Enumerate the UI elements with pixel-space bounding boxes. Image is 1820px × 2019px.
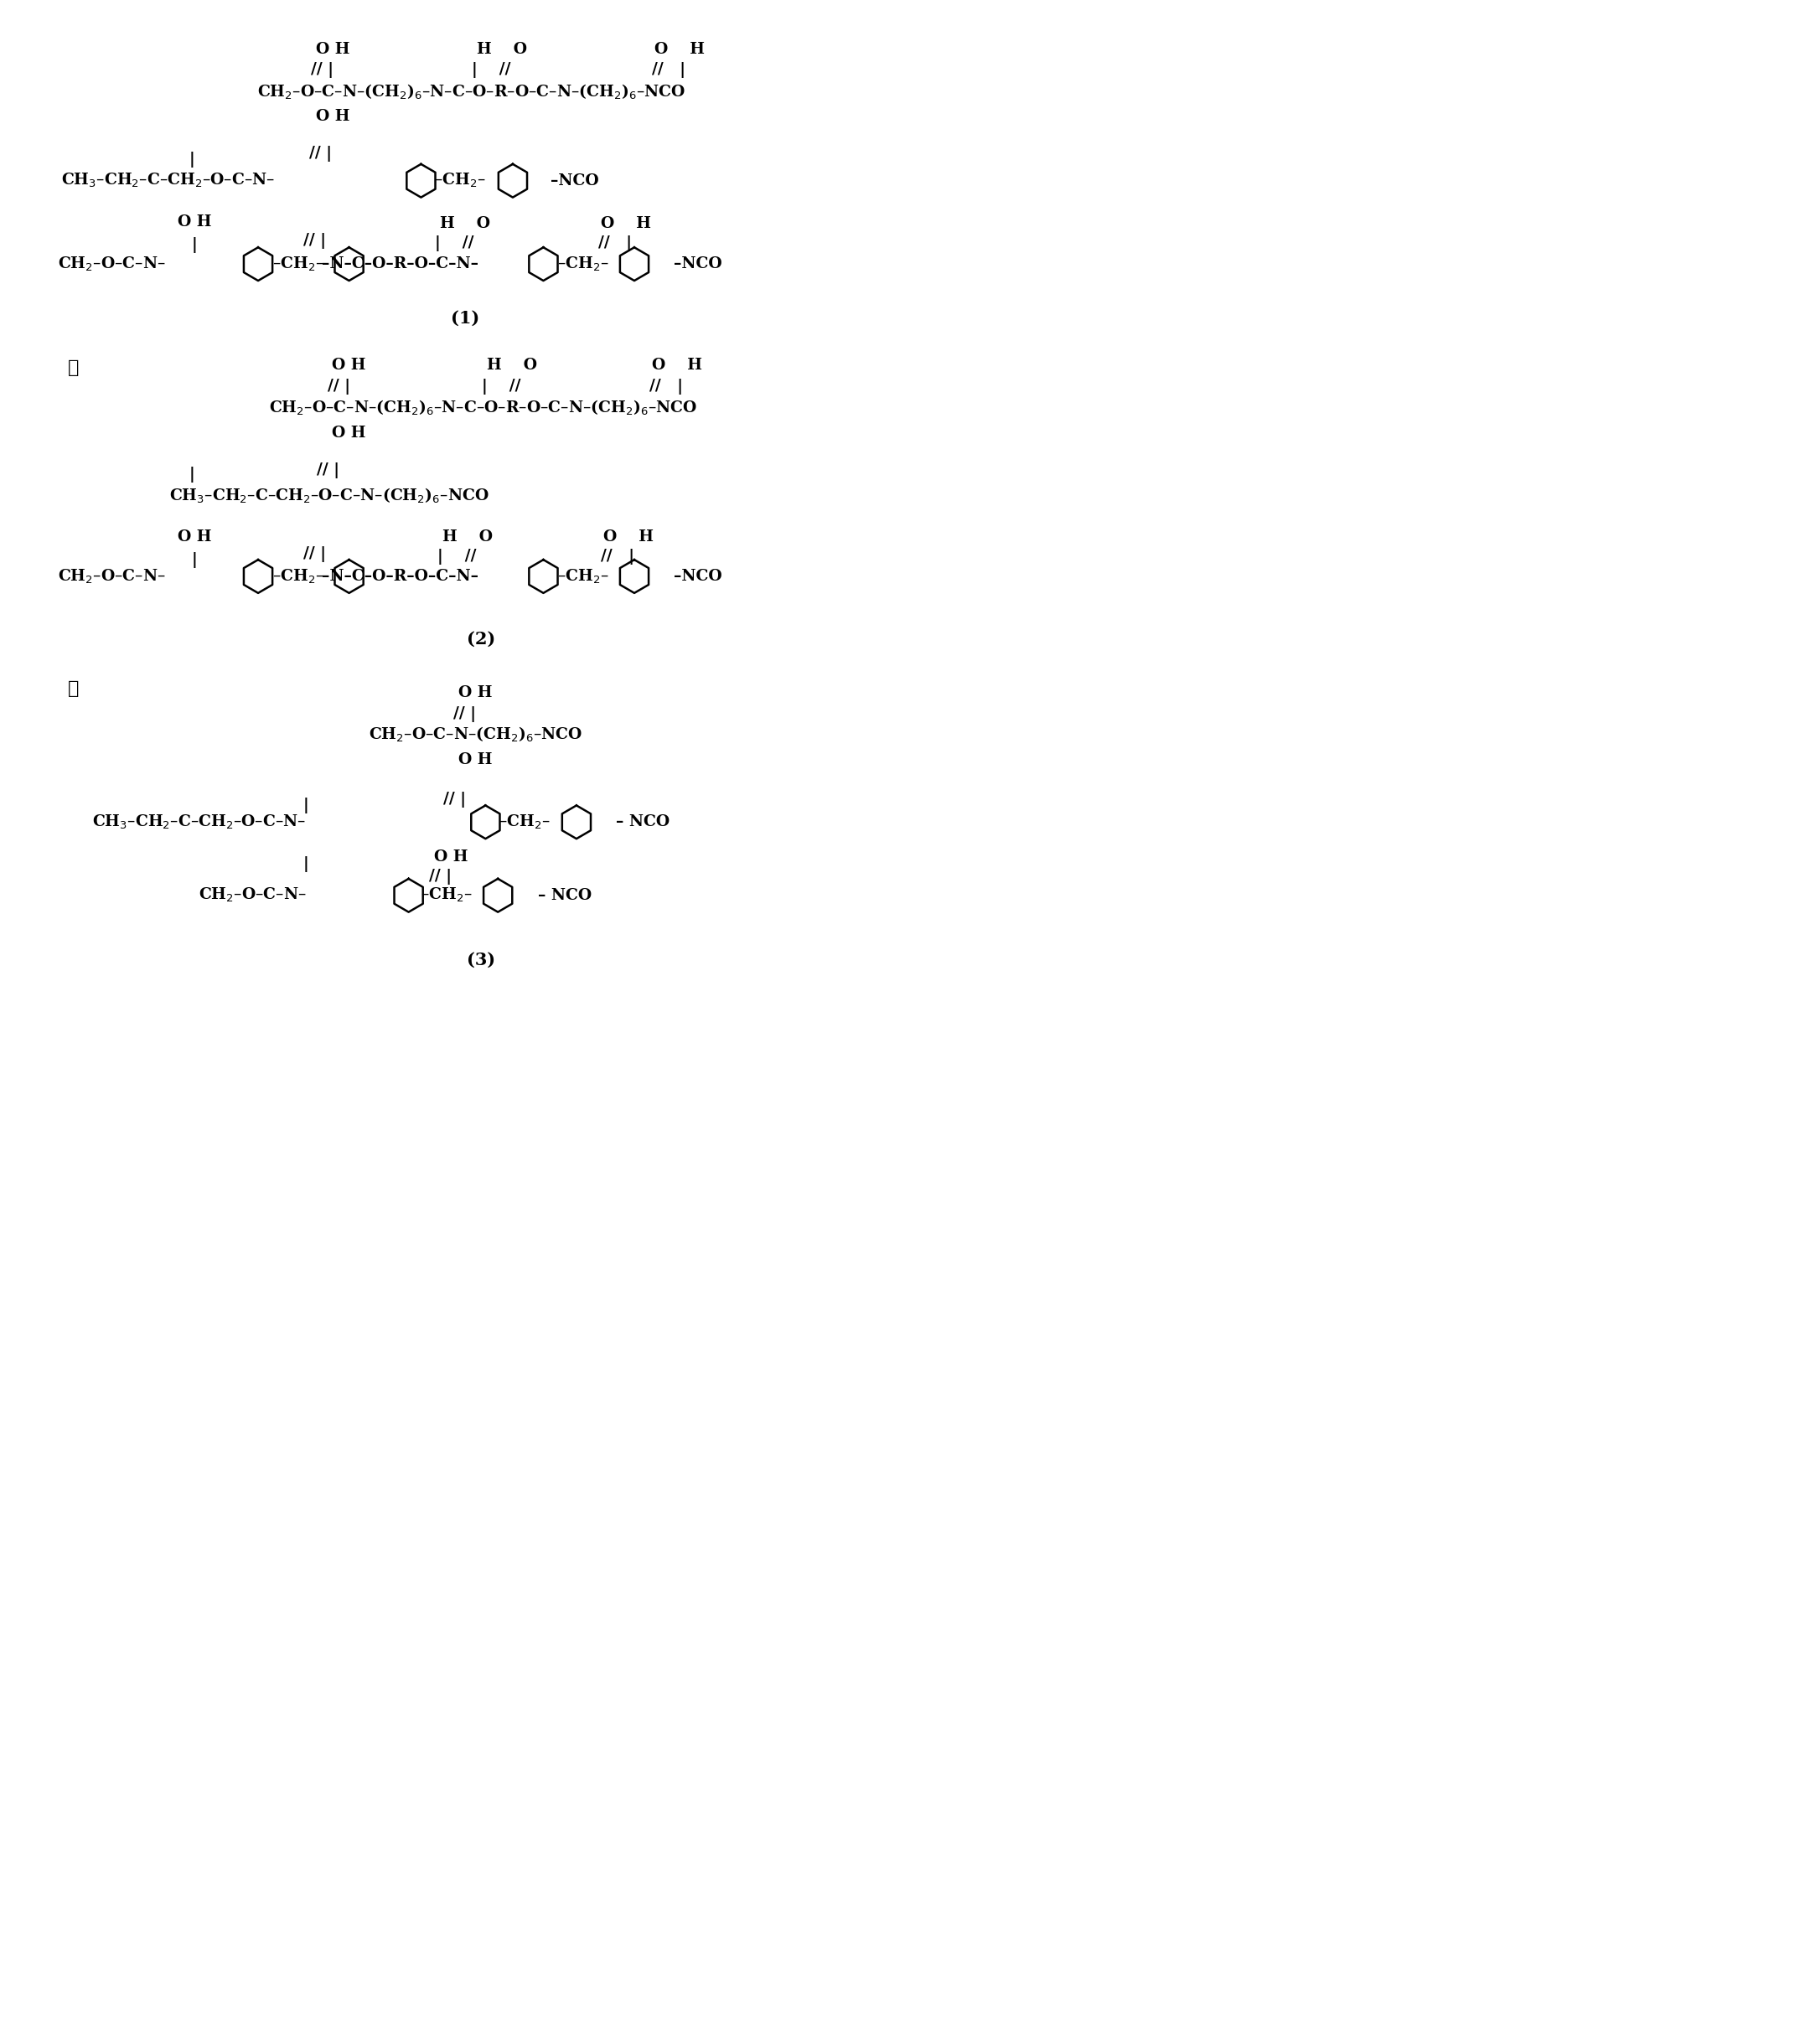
Text: –NCO: –NCO	[673, 256, 723, 273]
Text: |    //: | //	[435, 236, 473, 250]
Text: CH$_2$–O–C–N–: CH$_2$–O–C–N–	[58, 254, 166, 273]
Text: O H: O H	[315, 42, 349, 57]
Text: //   |: // |	[652, 63, 686, 79]
Text: O H: O H	[331, 357, 366, 374]
Text: //   |: // |	[601, 549, 635, 565]
Text: //   |: // |	[650, 378, 682, 394]
Text: // |: // |	[430, 868, 451, 884]
Text: CH$_2$–O–C–N–: CH$_2$–O–C–N–	[198, 886, 306, 905]
Text: |: |	[189, 466, 195, 483]
Text: CH$_2$–O–C–N–(CH$_2$)$_6$–NCO: CH$_2$–O–C–N–(CH$_2$)$_6$–NCO	[369, 725, 582, 743]
Text: O    H: O H	[604, 529, 653, 545]
Text: –CH$_2$–: –CH$_2$–	[420, 886, 473, 905]
Text: H    O: H O	[486, 357, 537, 374]
Text: –CH$_2$–: –CH$_2$–	[499, 814, 550, 832]
Text: (1): (1)	[451, 309, 479, 327]
Text: H    O: H O	[442, 529, 493, 545]
Text: –CH$_2$–: –CH$_2$–	[557, 254, 610, 273]
Text: CH$_3$–CH$_2$–C–CH$_2$–O–C–N–(CH$_2$)$_6$–NCO: CH$_3$–CH$_2$–C–CH$_2$–O–C–N–(CH$_2$)$_6…	[169, 487, 490, 505]
Text: CH$_2$–O–C–N–: CH$_2$–O–C–N–	[58, 567, 166, 586]
Text: // |: // |	[317, 462, 340, 479]
Text: O H: O H	[178, 214, 211, 230]
Text: –CH$_2$–: –CH$_2$–	[271, 254, 324, 273]
Text: O    H: O H	[601, 216, 652, 232]
Text: |: |	[304, 798, 309, 814]
Text: |    //: | //	[437, 549, 477, 565]
Text: O H: O H	[315, 109, 349, 123]
Text: // |: // |	[302, 232, 326, 248]
Text: |: |	[189, 151, 195, 168]
Text: |    //: | //	[471, 63, 511, 79]
Text: O H: O H	[459, 684, 493, 701]
Text: 和: 和	[67, 680, 78, 699]
Text: O    H: O H	[655, 42, 704, 57]
Text: –CH$_2$–: –CH$_2$–	[271, 567, 324, 586]
Text: –N–C–O–R–O–C–N–: –N–C–O–R–O–C–N–	[322, 569, 479, 583]
Text: //   |: // |	[599, 236, 632, 250]
Text: |    //: | //	[482, 378, 521, 394]
Text: CH$_2$–O–C–N–(CH$_2$)$_6$–N–C–O–R–O–C–N–(CH$_2$)$_6$–NCO: CH$_2$–O–C–N–(CH$_2$)$_6$–N–C–O–R–O–C–N–…	[257, 83, 686, 101]
Text: –CH$_2$–: –CH$_2$–	[557, 567, 610, 586]
Text: O H: O H	[433, 850, 468, 864]
Text: |: |	[304, 856, 309, 872]
Text: H    O: H O	[440, 216, 490, 232]
Text: – NCO: – NCO	[537, 888, 592, 902]
Text: // |: // |	[302, 545, 326, 561]
Text: 和: 和	[67, 359, 78, 378]
Text: // |: // |	[311, 63, 333, 79]
Text: CH$_3$–CH$_2$–C–CH$_2$–O–C–N–: CH$_3$–CH$_2$–C–CH$_2$–O–C–N–	[93, 814, 306, 832]
Text: (2): (2)	[468, 630, 495, 648]
Text: H    O: H O	[477, 42, 528, 57]
Text: – NCO: – NCO	[617, 814, 670, 830]
Text: O    H: O H	[652, 357, 703, 374]
Text: (3): (3)	[468, 951, 495, 967]
Text: |: |	[191, 236, 197, 252]
Text: –NCO: –NCO	[551, 174, 599, 188]
Text: // |: // |	[444, 791, 466, 808]
Text: O H: O H	[178, 529, 211, 545]
Text: O H: O H	[459, 753, 493, 767]
Text: |: |	[191, 551, 197, 567]
Text: –NCO: –NCO	[673, 569, 723, 583]
Text: CH$_3$–CH$_2$–C–CH$_2$–O–C–N–: CH$_3$–CH$_2$–C–CH$_2$–O–C–N–	[60, 172, 275, 190]
Text: // |: // |	[328, 378, 351, 394]
Text: –N–C–O–R–O–C–N–: –N–C–O–R–O–C–N–	[322, 256, 479, 273]
Text: –CH$_2$–: –CH$_2$–	[435, 172, 486, 190]
Text: // |: // |	[309, 145, 331, 162]
Text: O H: O H	[331, 426, 366, 440]
Text: // |: // |	[453, 707, 477, 721]
Text: CH$_2$–O–C–N–(CH$_2$)$_6$–N–C–O–R–O–C–N–(CH$_2$)$_6$–NCO: CH$_2$–O–C–N–(CH$_2$)$_6$–N–C–O–R–O–C–N–…	[269, 400, 697, 418]
